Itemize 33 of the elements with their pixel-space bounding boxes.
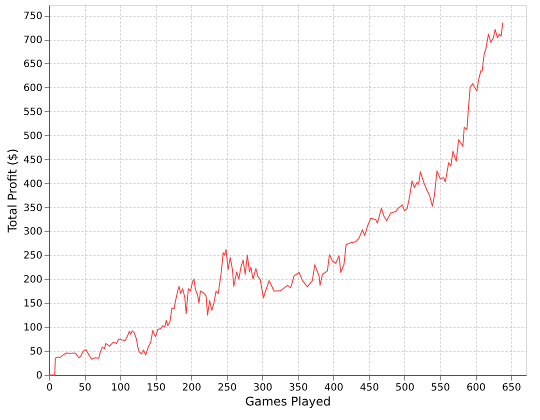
x-tick-label: 50 [78,382,92,394]
y-tick-label: 650 [23,58,42,70]
y-tick-label: 450 [23,154,42,166]
x-tick-label: 450 [360,382,379,394]
y-tick-label: 400 [23,178,42,190]
y-tick-label: 700 [23,35,42,46]
y-tick-label: 150 [23,298,42,310]
y-tick-label: 750 [23,11,42,22]
x-tick-label: 250 [218,382,237,394]
x-tick-label: 550 [430,382,450,394]
x-tick-label: 500 [395,382,414,394]
y-tick-label: 550 [23,106,42,118]
y-tick-label: 600 [23,82,42,94]
x-tick-label: 100 [111,382,130,394]
x-tick-label: 350 [288,382,308,394]
x-tick-label: 650 [502,382,522,394]
x-tick-label: 300 [253,382,272,394]
y-tick-label: 50 [30,346,42,358]
y-tick-label: 350 [23,202,42,214]
x-tick-label: 200 [182,382,202,394]
x-tick-label: 400 [324,382,344,394]
y-tick-label: 100 [23,322,42,334]
line-series [48,22,504,376]
y-tick-label: 300 [23,226,42,238]
y-tick-label: 500 [23,130,42,142]
x-tick-label: 150 [146,382,166,394]
y-tick-label: 200 [23,274,42,286]
y-tick-label: 0 [36,370,42,382]
x-tick-label: 0 [46,382,53,394]
x-tick-label: 600 [466,382,486,394]
y-axis-title: Total Profit ($) [5,148,20,234]
x-axis-title: Games Played [245,394,331,408]
y-tick-label: 250 [23,250,42,262]
